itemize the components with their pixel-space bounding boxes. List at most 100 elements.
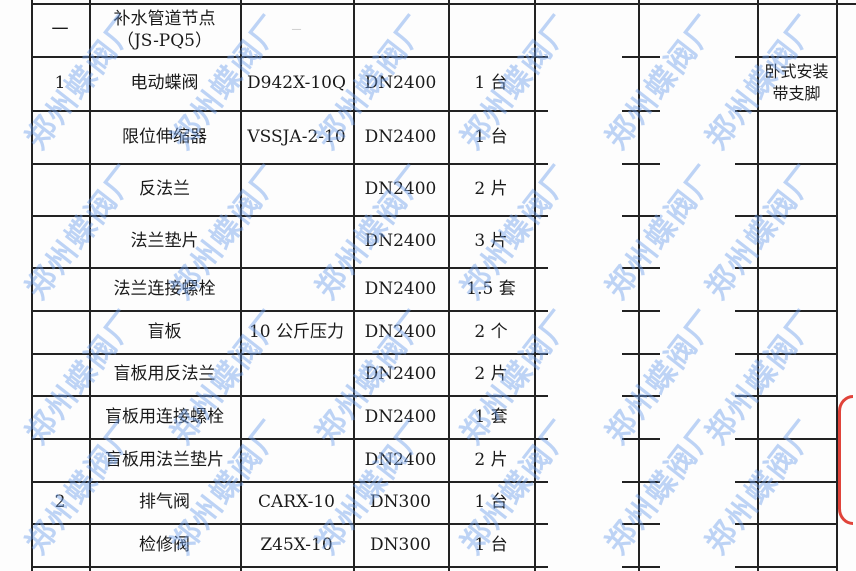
table-border-stub (735, 56, 837, 58)
item-remark (757, 523, 836, 566)
table-border-horizontal (31, 523, 548, 525)
item-name: 盲板用反法兰 (113, 364, 216, 384)
item-name: 盲板用连接螺栓 (105, 406, 224, 427)
section-index: 一 (51, 19, 69, 40)
item-quantity: 1 台 (474, 492, 508, 512)
table-border-stub (735, 566, 837, 568)
watermark-text: 郑州蝶阀厂 (599, 413, 726, 561)
table-border-stub (735, 215, 837, 217)
table-border-stub (622, 566, 660, 568)
item-remark (757, 353, 836, 395)
row-number (31, 267, 89, 310)
table-border-stub (735, 523, 837, 525)
table-border-stub (735, 163, 837, 165)
table-border-stub (735, 353, 837, 355)
item-name: 法兰垫片 (130, 231, 199, 251)
row-number (31, 438, 89, 481)
table-border-vertical (353, 0, 355, 571)
table-border-stub (622, 395, 660, 397)
table-border-vertical (31, 0, 33, 571)
table-border-horizontal (31, 353, 548, 355)
section-title-line: 补水管道节点 (113, 8, 216, 29)
table-border-horizontal (31, 56, 548, 58)
table-border-vertical (534, 0, 536, 571)
item-remark (757, 395, 836, 438)
table-border-stub (735, 310, 837, 312)
table-border-horizontal (31, 481, 548, 483)
item-size: DN2400 (364, 179, 437, 199)
item-remark (757, 110, 836, 163)
item-name: 盲板 (147, 321, 182, 342)
table-border-horizontal (31, 438, 548, 440)
item-size: DN300 (370, 534, 431, 555)
table-border-stub (622, 310, 660, 312)
table-border-horizontal (31, 267, 548, 269)
item-name: 排气阀 (139, 492, 190, 512)
row-number (31, 215, 89, 267)
item-model: D942X-10Q (247, 73, 346, 93)
table-border-horizontal (31, 163, 548, 165)
row-number (31, 395, 89, 438)
item-remark (757, 267, 836, 310)
item-model (240, 215, 353, 267)
table-border-vertical (448, 0, 450, 571)
item-size: DN2400 (364, 364, 437, 384)
item-name: 反法兰 (139, 179, 190, 199)
table-border-stub (622, 163, 660, 165)
item-remark (757, 481, 836, 523)
item-size: DN2400 (364, 278, 437, 299)
item-size: DN2400 (364, 231, 437, 251)
row-number (31, 163, 89, 215)
table-border-horizontal (31, 110, 548, 112)
table-border-vertical (240, 0, 242, 571)
item-model: VSSJA-2-10 (247, 126, 346, 147)
table-border-horizontal (31, 215, 548, 217)
watermark-text: 郑州蝶阀厂 (599, 8, 726, 156)
table-border-stub (622, 353, 660, 355)
item-quantity: 3 片 (474, 231, 508, 251)
table-border-vertical (836, 0, 838, 571)
item-quantity: 1 台 (474, 73, 508, 93)
item-remark (757, 215, 836, 267)
section-model-dash: — (291, 23, 302, 35)
table-border-vertical (757, 0, 759, 571)
table-border-horizontal (31, 566, 548, 568)
row-number: 1 (54, 73, 66, 93)
table-border-stub (622, 56, 660, 58)
item-size: DN300 (370, 492, 431, 512)
watermark-text: 郑州蝶阀厂 (599, 303, 726, 451)
item-model: CARX-10 (258, 492, 335, 512)
table-border-horizontal (31, 395, 548, 397)
row-number (31, 523, 89, 566)
table-border-stub (622, 481, 660, 483)
item-model (240, 395, 353, 438)
row-number (31, 310, 89, 353)
item-remark (757, 310, 836, 353)
row-number (31, 353, 89, 395)
table-border-stub (735, 395, 837, 397)
item-name: 检修阀 (139, 534, 190, 555)
item-quantity: 2 片 (474, 364, 508, 384)
item-remark (757, 438, 836, 481)
item-name: 限位伸缩器 (122, 126, 207, 147)
watermark-text: 郑州蝶阀厂 (599, 158, 726, 306)
red-seal-stamp (838, 395, 853, 525)
item-name: 电动蝶阀 (130, 73, 199, 93)
item-quantity: 2 个 (474, 321, 508, 342)
item-model (240, 163, 353, 215)
item-remark (757, 163, 836, 215)
item-quantity: 2 片 (474, 179, 508, 199)
item-model (240, 353, 353, 395)
table-border-vertical (638, 0, 640, 571)
item-name: 盲板用法兰垫片 (105, 449, 224, 470)
item-size: DN2400 (364, 126, 437, 147)
item-model: 10 公斤压力 (248, 321, 345, 342)
table-border-stub (622, 267, 660, 269)
item-quantity: 1 台 (474, 126, 508, 147)
table-border-stub (622, 438, 660, 440)
item-name: 法兰连接螺栓 (113, 278, 216, 299)
item-model (240, 438, 353, 481)
section-title-line: （JS-PQ5） (116, 30, 213, 51)
item-quantity: 1 台 (474, 534, 508, 555)
item-size: DN2400 (364, 449, 437, 470)
